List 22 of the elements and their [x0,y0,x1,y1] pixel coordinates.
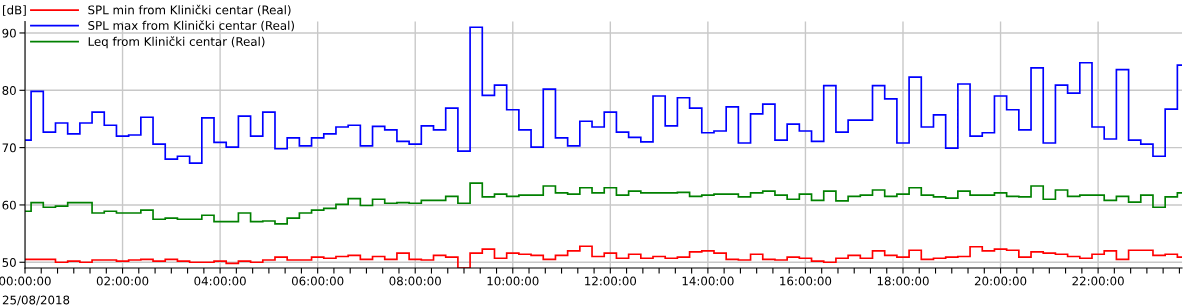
legend-label: SPL min from Klinički centar (Real) [88,4,291,16]
x-tick-label: 08:00:00 [389,276,441,286]
x-tick-label: 10:00:00 [487,276,539,286]
x-tick-label: 12:00:00 [585,276,637,286]
x-tick-label: 04:00:00 [194,276,246,286]
y-tick-label: 80 [2,86,16,95]
x-tick-label: 14:00:00 [682,276,734,286]
legend-label: Leq from Klinički centar (Real) [88,36,265,49]
text: 25/08/2018 [2,295,70,306]
legend-label: SPL max from Klinički centar (Real) [88,20,294,32]
y-axis-title: [dB] [3,5,26,16]
x-tick-label: 02:00:00 [96,276,149,286]
y-tick-label: 70 [2,143,16,153]
x-tick-label: 16:00:00 [780,276,832,286]
x-tick-label: 18:00:00 [877,276,929,286]
x-tick-label: 22:00:00 [1072,276,1124,286]
x-tick-label: 06:00:00 [291,276,344,286]
y-tick-label: 90 [2,28,16,38]
y-tick-label: 50 [2,257,16,267]
x-tick-label: 20:00:00 [974,276,1027,286]
y-tick-label: 60 [2,200,16,210]
x-tick-label: 00:00:00 [0,276,51,286]
